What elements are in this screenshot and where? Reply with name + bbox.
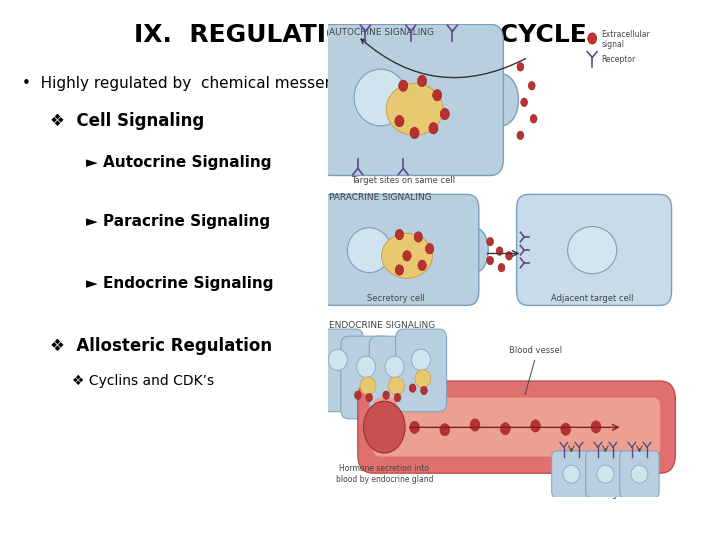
Text: ► Endocrine Signaling: ► Endocrine Signaling [86, 276, 274, 291]
Circle shape [517, 63, 523, 71]
Circle shape [402, 251, 411, 261]
Circle shape [561, 423, 571, 435]
FancyBboxPatch shape [318, 24, 503, 176]
Circle shape [426, 244, 434, 254]
Ellipse shape [485, 74, 518, 126]
FancyBboxPatch shape [620, 451, 659, 498]
Circle shape [399, 80, 408, 91]
FancyBboxPatch shape [369, 336, 420, 419]
Ellipse shape [412, 349, 431, 370]
FancyBboxPatch shape [586, 451, 625, 498]
Ellipse shape [631, 465, 648, 483]
FancyBboxPatch shape [396, 329, 446, 411]
Text: IX.  REGULATION OF CELL CYCLE: IX. REGULATION OF CELL CYCLE [134, 23, 586, 47]
Ellipse shape [360, 377, 376, 395]
Ellipse shape [385, 356, 404, 377]
Circle shape [440, 423, 450, 436]
Circle shape [487, 238, 493, 246]
Circle shape [440, 109, 449, 120]
FancyBboxPatch shape [373, 397, 660, 457]
Circle shape [354, 391, 361, 400]
Text: ❖  Allosteric Regulation: ❖ Allosteric Regulation [50, 336, 273, 355]
Circle shape [531, 420, 541, 432]
Text: •  Highly regulated by  chemical messengers.: • Highly regulated by chemical messenger… [22, 76, 372, 91]
FancyBboxPatch shape [312, 329, 364, 411]
Text: PARACRINE SIGNALING: PARACRINE SIGNALING [330, 193, 432, 202]
Text: Hormone secretion into: Hormone secretion into [339, 464, 429, 473]
Circle shape [418, 75, 427, 87]
Ellipse shape [386, 83, 443, 136]
Circle shape [500, 423, 510, 435]
Ellipse shape [563, 465, 580, 483]
Text: ❖ Cyclins and CDK’s: ❖ Cyclins and CDK’s [72, 374, 214, 388]
Circle shape [394, 393, 401, 402]
Ellipse shape [567, 226, 617, 274]
Ellipse shape [356, 356, 376, 377]
Circle shape [410, 421, 420, 434]
FancyBboxPatch shape [341, 336, 392, 419]
Circle shape [414, 232, 423, 242]
Text: Adjacent target cell: Adjacent target cell [551, 294, 634, 303]
Circle shape [409, 384, 416, 393]
Circle shape [364, 401, 405, 453]
Circle shape [588, 33, 597, 44]
FancyBboxPatch shape [479, 67, 498, 133]
Ellipse shape [328, 349, 347, 370]
FancyArrowPatch shape [361, 39, 526, 78]
Circle shape [591, 421, 601, 433]
Ellipse shape [462, 228, 488, 273]
Text: Receptor: Receptor [602, 55, 636, 64]
Circle shape [530, 114, 537, 123]
Circle shape [528, 82, 535, 90]
Text: ❖  Cell Signaling: ❖ Cell Signaling [50, 112, 204, 131]
Circle shape [487, 256, 493, 265]
FancyBboxPatch shape [320, 194, 479, 306]
Text: Secretory cell: Secretory cell [366, 294, 425, 303]
Text: signal: signal [602, 39, 625, 49]
Ellipse shape [389, 377, 405, 395]
FancyBboxPatch shape [517, 194, 672, 306]
Circle shape [418, 260, 426, 271]
Circle shape [420, 386, 428, 395]
Text: AUTOCRINE SIGNALING: AUTOCRINE SIGNALING [330, 28, 434, 37]
Text: Target sites on same cell: Target sites on same cell [351, 176, 455, 185]
Text: ENDOCRINE SIGNALING: ENDOCRINE SIGNALING [330, 321, 436, 330]
Circle shape [366, 393, 372, 402]
Circle shape [517, 131, 523, 139]
Circle shape [429, 123, 438, 134]
Ellipse shape [382, 233, 433, 278]
Circle shape [498, 264, 505, 272]
Circle shape [383, 391, 390, 400]
FancyBboxPatch shape [456, 227, 472, 275]
Ellipse shape [597, 465, 614, 483]
Circle shape [505, 252, 513, 260]
Circle shape [470, 419, 480, 431]
FancyBboxPatch shape [358, 381, 675, 473]
Ellipse shape [415, 370, 431, 388]
Ellipse shape [354, 69, 407, 126]
Circle shape [496, 247, 503, 255]
Ellipse shape [348, 228, 391, 273]
Circle shape [521, 98, 528, 106]
Text: ► Paracrine Signaling: ► Paracrine Signaling [86, 214, 271, 229]
Text: Extracellular: Extracellular [602, 30, 650, 39]
Circle shape [395, 230, 404, 240]
Text: Distant target cells: Distant target cells [567, 490, 647, 499]
FancyBboxPatch shape [552, 451, 591, 498]
Circle shape [395, 116, 404, 127]
Circle shape [395, 265, 404, 275]
Circle shape [410, 127, 419, 139]
Circle shape [433, 90, 442, 101]
Text: blood by endocrine gland: blood by endocrine gland [336, 475, 433, 484]
Text: Blood vessel: Blood vessel [509, 346, 562, 355]
Text: ► Autocrine Signaling: ► Autocrine Signaling [86, 154, 272, 170]
